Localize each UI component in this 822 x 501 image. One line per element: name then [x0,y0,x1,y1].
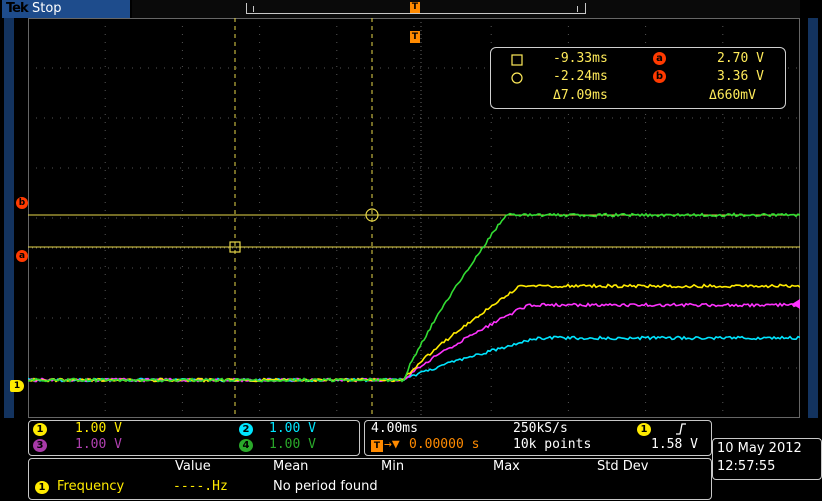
ch1-ground-marker[interactable]: 1 [10,380,24,392]
trigger-arrow-icon: →▼ [384,437,400,452]
acquisition-state[interactable]: Stop [32,1,62,16]
measurement-box[interactable]: Value Mean Min Max Std Dev 1 Frequency -… [28,458,712,500]
meas-message: No period found [273,479,378,494]
circle-cursor-icon [511,72,523,84]
ch1-scale[interactable]: 1.00 V [75,421,122,436]
left-frame-bar [4,18,14,418]
cursor-b-marker[interactable]: b [16,197,28,209]
meas-header-mean: Mean [273,459,309,474]
ch2-scale[interactable]: 1.00 V [269,421,316,436]
meas-value: ----.Hz [173,479,228,494]
circle-cursor-mark [365,208,379,222]
ch4-trace [28,212,800,383]
grid-lines [28,18,800,418]
cursor-readout-panel: -9.33ms -2.24ms Δ7.09ms a b 2.70 V 3.36 … [490,47,786,109]
status-bar: Tek Stop T [0,0,822,18]
ch3-level-marker [792,299,800,309]
meas-source-chip: 1 [35,481,49,494]
square-cursor-mark [229,241,241,253]
brand-area: Tek Stop [2,0,130,18]
delta-voltage: Δ660mV [709,88,756,103]
date-text: 10 May 2012 [717,441,802,456]
time-text: 12:57:55 [717,459,776,474]
trigger-position-marker[interactable]: T [410,2,420,13]
trigger-delay-icon: T [371,440,383,452]
sample-rate[interactable]: 250kS/s [513,421,568,436]
rising-edge-icon [676,423,686,435]
cursor-a-badge: a [653,52,666,65]
cursor-b-voltage: 3.36 V [717,69,764,84]
record-length[interactable]: 10k points [513,437,592,452]
ch3-chip: 3 [33,439,47,452]
ch4-chip: 4 [239,439,253,452]
trigger-position[interactable]: 0.00000 s [409,437,480,452]
meas-header-value: Value [175,459,211,474]
cursor-a-voltage: 2.70 V [717,51,764,66]
ch1-trace [28,283,800,383]
meas-header-max: Max [493,459,520,474]
cursor-a-marker[interactable]: a [16,250,28,262]
square-cursor-icon [511,54,523,66]
timebase[interactable]: 4.00ms [371,421,418,436]
trigger-source-chip: 1 [637,423,651,436]
ch3-scale[interactable]: 1.00 V [75,437,122,452]
meas-header-stddev: Std Dev [597,459,649,474]
ch4-scale[interactable]: 1.00 V [269,437,316,452]
record-view-bracket [246,3,586,14]
ch2-chip: 2 [239,423,253,436]
delta-time: Δ7.09ms [553,88,608,103]
datetime-box: 10 May 2012 12:57:55 [712,438,822,480]
waveforms [28,212,800,383]
cursor-b-badge: b [653,70,666,83]
ch1-chip: 1 [33,423,47,436]
cursor2-time: -2.24ms [553,69,608,84]
tek-logo: Tek [6,1,29,16]
meas-name[interactable]: Frequency [57,479,125,494]
channel-scales-box[interactable]: 1 1.00 V 2 1.00 V 3 1.00 V 4 1.00 V [28,420,360,456]
horizontal-trigger-box[interactable]: 4.00ms 250kS/s 1 T →▼ 0.00000 s 10k poin… [364,420,712,456]
graticule-border [28,18,800,418]
trigger-level[interactable]: 1.58 V [651,437,698,452]
meas-header-min: Min [381,459,405,474]
right-frame-bar [808,18,818,418]
trigger-time-marker[interactable]: T [410,31,420,43]
cursor1-time: -9.33ms [553,51,608,66]
